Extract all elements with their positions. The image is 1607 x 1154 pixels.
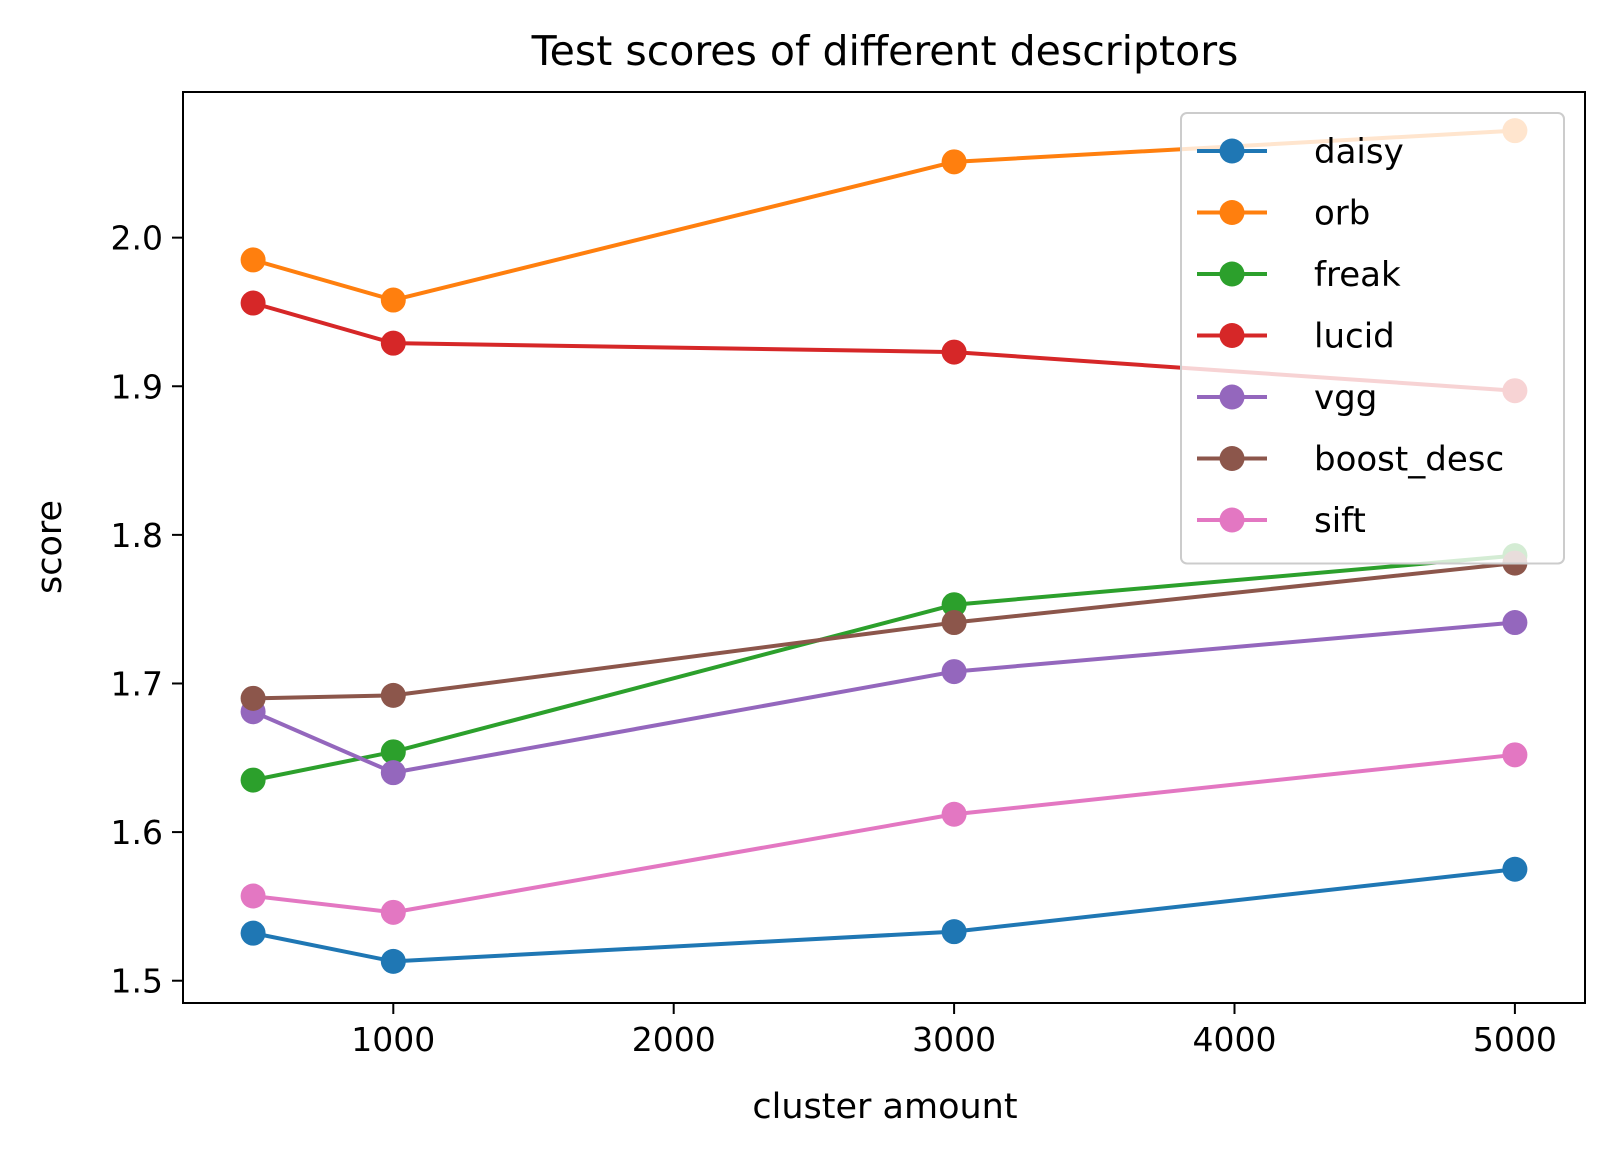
legend-swatch-marker	[1219, 261, 1245, 287]
data-point	[380, 739, 406, 765]
data-point	[1502, 742, 1528, 768]
data-point	[240, 883, 266, 909]
legend-box	[1180, 112, 1565, 565]
legend-label: vgg	[1314, 378, 1377, 418]
legend-item-vgg: vgg	[1197, 378, 1377, 418]
data-point	[1502, 610, 1528, 636]
plot-layer	[240, 118, 1528, 974]
legend-item-orb: orb	[1197, 194, 1370, 234]
legend-swatch-marker	[1219, 446, 1245, 471]
y-tick-label: 1.5	[111, 962, 163, 1001]
x-tick-label: 5000	[1473, 1020, 1557, 1059]
legend-item-sift: sift	[1197, 501, 1366, 541]
axes-layer	[182, 91, 1586, 1004]
chart-title: Test scores of different descriptors	[531, 27, 1239, 75]
data-point	[380, 948, 406, 974]
y-tick-label: 1.8	[111, 516, 163, 555]
legend-swatch-marker	[1219, 200, 1245, 225]
data-point	[240, 920, 266, 946]
legend-swatch-marker	[1219, 138, 1245, 164]
legend-label: daisy	[1314, 132, 1404, 172]
legend-swatch-marker	[1219, 507, 1245, 533]
data-point	[941, 592, 967, 618]
legend-item-boost_desc: boost_desc	[1197, 440, 1504, 480]
data-point	[941, 801, 967, 827]
series-vgg	[240, 610, 1528, 786]
y-tick-label: 1.9	[111, 367, 163, 406]
x-axis-label: cluster amount	[752, 1087, 1017, 1127]
data-point	[240, 685, 266, 711]
y-axis-label: score	[30, 500, 70, 594]
x-axis-ticks: 1000 2000 3000 4000 5000	[351, 1003, 1557, 1059]
series-line	[253, 561, 1516, 701]
data-point	[380, 287, 406, 313]
axes-frame	[182, 91, 1586, 1004]
x-tick-label: 3000	[912, 1020, 996, 1059]
legend-item-lucid: lucid	[1197, 317, 1395, 357]
data-point	[380, 899, 406, 925]
data-point	[240, 767, 266, 793]
legend-label: freak	[1314, 255, 1401, 295]
series-line	[252, 553, 1516, 783]
data-point	[941, 339, 967, 365]
data-point	[941, 149, 967, 175]
series-sift	[240, 742, 1528, 925]
x-tick-label: 1000	[351, 1020, 435, 1059]
series-line	[252, 752, 1516, 915]
legend-item-freak: freak	[1197, 255, 1401, 295]
series-daisy	[240, 856, 1528, 974]
data-point	[941, 659, 967, 685]
series-line	[252, 620, 1516, 775]
data-point	[380, 760, 406, 786]
y-axis-ticks: 1.5 1.6 1.7 1.8 1.9 2.0	[111, 219, 183, 1001]
data-point	[240, 247, 266, 273]
x-tick-label: 4000	[1193, 1020, 1277, 1059]
legend-label: boost_desc	[1314, 440, 1504, 480]
data-point	[941, 919, 967, 945]
data-point	[1502, 856, 1528, 882]
y-tick-label: 2.0	[111, 219, 163, 258]
legend-label: sift	[1314, 501, 1366, 541]
data-point	[941, 610, 967, 636]
y-tick-label: 1.7	[111, 664, 163, 703]
data-point	[380, 330, 406, 356]
y-tick-label: 1.6	[111, 813, 163, 852]
legend-label: orb	[1314, 194, 1370, 234]
legend-label: lucid	[1314, 317, 1395, 357]
legend-swatch-marker	[1219, 384, 1245, 410]
legend-item-daisy: daisy	[1197, 132, 1404, 172]
data-point	[240, 290, 266, 316]
series-line	[252, 867, 1516, 964]
legend-swatch-marker	[1219, 323, 1245, 348]
data-point	[380, 682, 406, 708]
x-tick-label: 2000	[632, 1020, 716, 1059]
